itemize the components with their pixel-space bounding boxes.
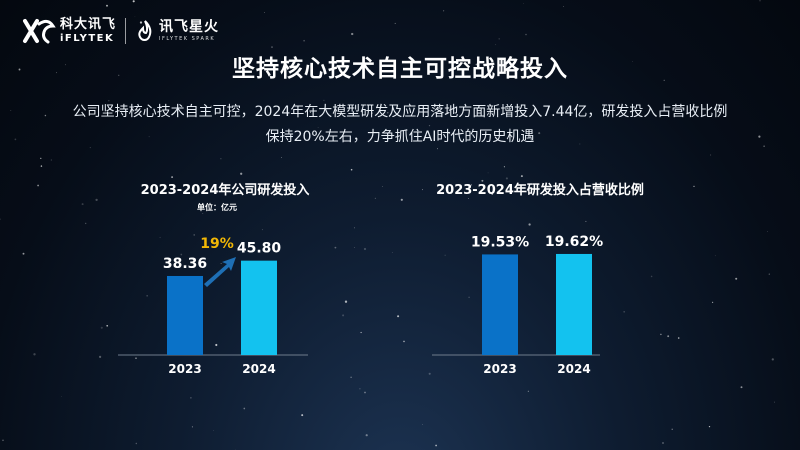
iflytek-logo-icon — [23, 19, 56, 44]
spark-flame-icon — [138, 20, 152, 41]
chart-2-bar-2023 — [482, 254, 518, 355]
description-line-2: 保持20%左右，力争抓住AI时代的历史机遇 — [265, 129, 535, 145]
chart-2-value-label-2024: 19.62% — [545, 234, 603, 250]
chart-1-value-label-2024: 45.80 — [237, 241, 282, 257]
chart-2-category-label-2024: 2024 — [557, 362, 590, 376]
chart-2-bar-2024 — [556, 253, 592, 355]
page-title: 坚持核心技术自主可控战略投入 — [232, 56, 568, 82]
iflytek-wordmark: 科大讯飞 iFLYTEK — [60, 18, 116, 44]
spark-wordmark: 讯飞星火 IFLYTEK SPARK — [159, 20, 219, 42]
chart-1-bar-2024 — [241, 260, 277, 355]
brand-logo-bar: 科大讯飞 iFLYTEK 讯飞星火 IFLYTEK SPARK — [22, 14, 219, 48]
spark-en-label: IFLYTEK SPARK — [159, 36, 216, 42]
brand-cn-label: 科大讯飞 — [60, 17, 117, 32]
chart-2-value-label-2023: 19.53% — [471, 234, 529, 250]
chart-1-unit-label: 单位：亿元 — [197, 203, 237, 212]
brand-en-label: iFLYTEK — [60, 33, 115, 44]
growth-percentage-label: 19% — [200, 236, 234, 252]
logo-divider — [125, 18, 127, 44]
growth-arrow-icon — [204, 257, 236, 287]
chart-1-title: 2023-2024年公司研发投入 — [140, 183, 310, 198]
description: 公司坚持核心技术自主可控，2024年在大模型研发及应用落地方面新增投入7.44亿… — [0, 100, 800, 150]
chart-1-value-label-2023: 38.36 — [163, 256, 207, 272]
chart-1-category-label-2024: 2024 — [242, 362, 275, 376]
description-line-1: 公司坚持核心技术自主可控，2024年在大模型研发及应用落地方面新增投入7.44亿… — [72, 104, 728, 120]
chart-1-bar-2023 — [167, 275, 203, 355]
chart-2-category-label-2023: 2023 — [483, 362, 516, 376]
chart-2-title: 2023-2024年研发投入占营收比例 — [436, 183, 644, 198]
spark-cn-label: 讯飞星火 — [159, 19, 220, 35]
chart-1-category-label-2023: 2023 — [168, 362, 201, 376]
